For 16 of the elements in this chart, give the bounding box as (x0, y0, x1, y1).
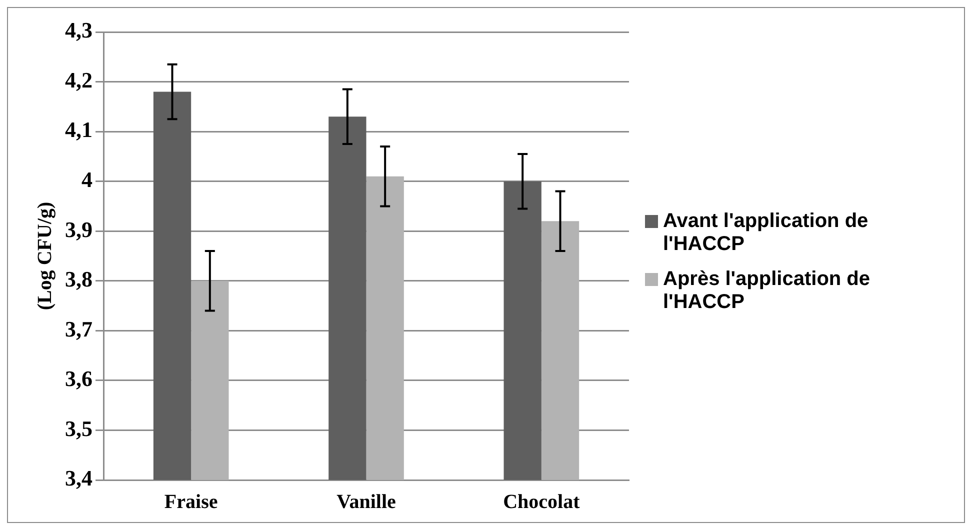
legend-label: Après l'application de l'HACCP (663, 268, 872, 314)
y-tick-label: 3,4 (65, 466, 92, 491)
y-tick-label: 4,3 (65, 18, 92, 43)
y-tick-label: 3,8 (65, 266, 92, 292)
y-axis-title: (Log CFU/g) (34, 202, 56, 310)
y-tick-label: 3,9 (65, 216, 92, 242)
x-tick-label: Chocolat (503, 491, 580, 514)
legend-label: Avant l'application de l'HACCP (663, 210, 870, 256)
y-tick-label: 3,5 (65, 416, 92, 441)
x-tick-label: Vanille (336, 491, 396, 514)
y-tick-label: 4,2 (65, 67, 92, 92)
x-tick-label: Fraise (164, 491, 218, 514)
y-tick-label: 4 (82, 167, 92, 192)
y-tick-label: 3,6 (65, 366, 92, 392)
y-tick-label: 4,1 (65, 117, 92, 142)
y-tick-label: 3,7 (65, 316, 92, 342)
